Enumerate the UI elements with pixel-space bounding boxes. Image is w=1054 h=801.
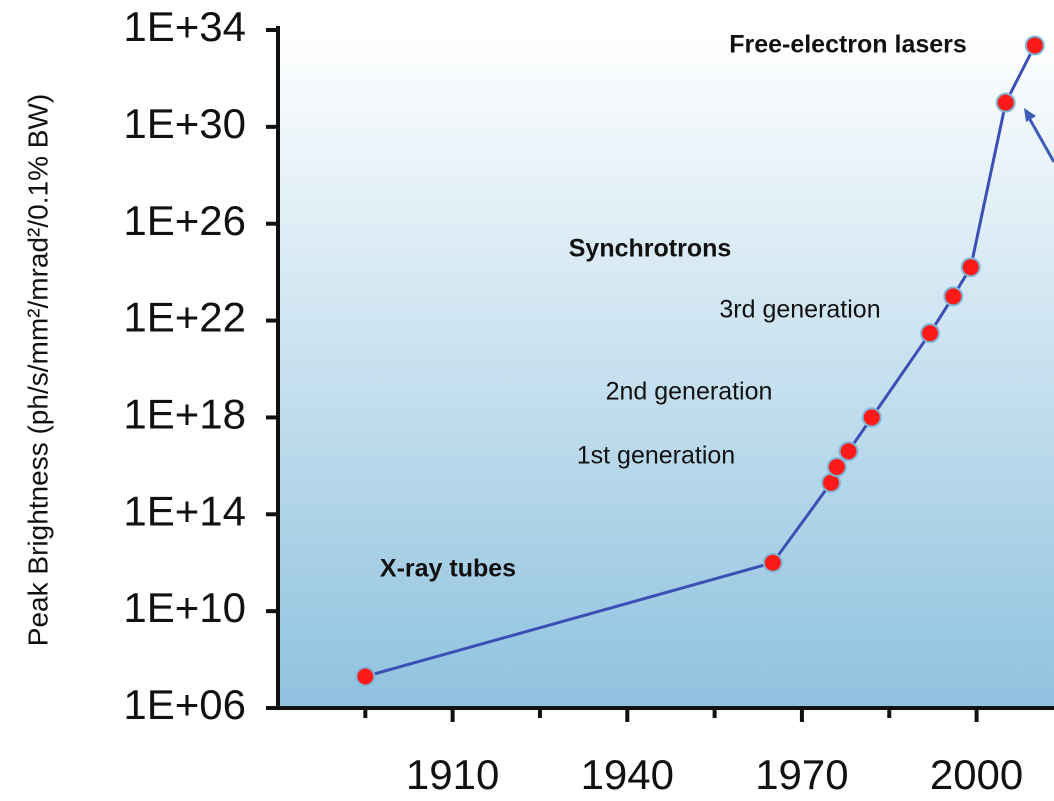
annotation: X-ray tubes	[380, 555, 516, 583]
y-tick-label: 1E+26	[123, 197, 246, 244]
y-axis-label: Peak Brightness (ph/s/mm²/mrad²/0.1% BW)	[22, 94, 53, 646]
x-tick-label: 1910	[406, 751, 499, 796]
point	[861, 407, 882, 428]
y-tick-label: 1E+14	[123, 487, 246, 534]
point	[355, 666, 376, 687]
y-tick-label: 1E+30	[123, 100, 246, 147]
y-tick-label: 1E+10	[123, 584, 246, 631]
point	[838, 441, 859, 462]
x-tick-label: 1970	[755, 751, 848, 796]
point	[920, 323, 941, 344]
point	[1024, 35, 1045, 56]
x-tick-label: 2000	[930, 751, 1023, 796]
y-tick-label: 1E+34	[123, 3, 246, 50]
y-tick-label: 1E+22	[123, 294, 246, 341]
annotation: Synchrotrons	[569, 235, 732, 263]
annotation: 1st generation	[577, 442, 735, 470]
arrow	[1024, 108, 1054, 163]
point	[762, 552, 783, 573]
point	[960, 257, 981, 278]
plot-area	[278, 30, 1054, 708]
annotation: 2nd generation	[606, 378, 773, 406]
point	[943, 286, 964, 307]
y-tick-label: 1E+06	[123, 681, 246, 728]
point	[995, 92, 1016, 113]
x-tick-label: 1940	[581, 751, 674, 796]
point	[826, 456, 847, 477]
annotation: 3rd generation	[719, 296, 880, 324]
y-tick-label: 1E+18	[123, 391, 246, 438]
annotation: Free-electron lasers	[729, 31, 967, 59]
